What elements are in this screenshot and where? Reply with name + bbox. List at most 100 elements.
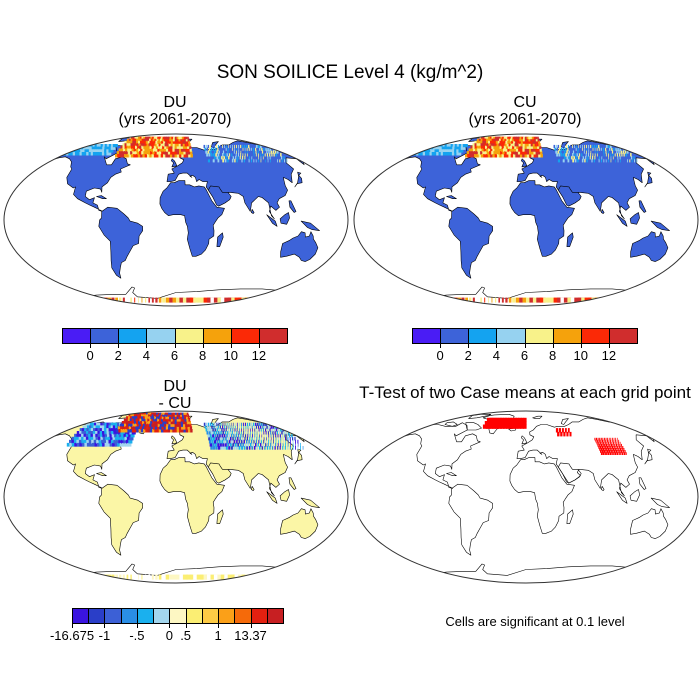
map-cell bbox=[213, 144, 215, 149]
map-cell bbox=[253, 150, 255, 154]
map-cell bbox=[230, 422, 232, 426]
map-cell bbox=[262, 574, 276, 580]
map-cell bbox=[534, 143, 537, 147]
map-cell bbox=[86, 442, 92, 447]
map-cell bbox=[590, 150, 592, 154]
map-cell bbox=[118, 433, 124, 438]
map-cell bbox=[176, 145, 180, 149]
colorbar-cu-tick bbox=[552, 344, 554, 348]
map-cell bbox=[484, 297, 486, 303]
map-cell bbox=[533, 136, 536, 140]
map-cell bbox=[609, 448, 611, 451]
map-cell bbox=[627, 153, 630, 157]
map-cell bbox=[167, 138, 171, 142]
map-cell bbox=[255, 150, 257, 154]
map-cell bbox=[127, 151, 132, 155]
map-cell bbox=[251, 574, 264, 580]
map-cell bbox=[610, 153, 612, 157]
map-cell bbox=[272, 574, 287, 580]
map-cell bbox=[225, 446, 228, 450]
map-cell bbox=[497, 151, 502, 155]
map-cell bbox=[241, 439, 243, 444]
map-cell bbox=[490, 421, 496, 425]
map-cell bbox=[222, 422, 224, 426]
map-cell bbox=[167, 414, 171, 417]
colorbar-cu-label: 2 bbox=[464, 348, 472, 363]
map-cell bbox=[169, 412, 173, 415]
map-cell bbox=[151, 574, 154, 580]
map-cell bbox=[182, 574, 188, 580]
map-cell bbox=[187, 423, 190, 427]
map-cell bbox=[280, 436, 282, 441]
map-cell bbox=[520, 148, 524, 152]
map-cell bbox=[239, 155, 241, 160]
map-cell bbox=[245, 431, 247, 435]
map-cell bbox=[246, 439, 248, 444]
colorbar-cu-label: 10 bbox=[573, 348, 588, 363]
map-cell bbox=[106, 152, 112, 156]
map-cell bbox=[563, 153, 565, 157]
map-cell bbox=[479, 148, 484, 152]
map-cell bbox=[238, 150, 240, 154]
map-cell bbox=[577, 150, 579, 154]
map-cell bbox=[284, 158, 286, 163]
map-cell bbox=[598, 446, 600, 449]
land-philippines bbox=[288, 200, 297, 213]
map-cell bbox=[522, 140, 526, 144]
map-cell bbox=[557, 155, 560, 160]
map-cell bbox=[101, 439, 106, 444]
colorbar-du-tick bbox=[146, 344, 148, 348]
map-cell bbox=[209, 442, 212, 447]
map-cell bbox=[169, 414, 173, 417]
map-cell bbox=[600, 147, 602, 151]
map-cell bbox=[161, 151, 165, 155]
land-philippines bbox=[288, 477, 297, 490]
map-border bbox=[3, 410, 349, 584]
map-cell bbox=[559, 144, 561, 149]
map-cell bbox=[600, 443, 603, 447]
colorbar-cu: 0 2 4 6 8 10 12 bbox=[412, 328, 638, 364]
colorbar-diff: -16.675 -1 -.5 0.5 1 13.37 bbox=[50, 608, 284, 644]
map-cell bbox=[215, 147, 217, 151]
colorbar-du-tick bbox=[90, 344, 92, 348]
colorbar-diff-tick bbox=[185, 624, 187, 628]
map-cell bbox=[163, 412, 166, 415]
map-cell bbox=[613, 439, 615, 443]
map-cell bbox=[178, 426, 182, 430]
map-cell bbox=[606, 439, 608, 443]
map-cell bbox=[165, 297, 169, 303]
map-cell bbox=[122, 442, 127, 447]
map-cell bbox=[159, 426, 163, 430]
map-cell bbox=[170, 426, 174, 430]
map-cell bbox=[515, 154, 519, 158]
map-cell bbox=[243, 425, 245, 429]
map-cell bbox=[246, 147, 248, 151]
map-cell bbox=[255, 144, 258, 149]
map-cell bbox=[516, 136, 519, 140]
map-cell bbox=[247, 153, 248, 157]
map-cell bbox=[148, 426, 152, 430]
map-cell bbox=[279, 158, 281, 163]
map-cell bbox=[250, 431, 251, 435]
map-cell bbox=[172, 421, 176, 425]
map-cell bbox=[280, 153, 282, 157]
map-cell bbox=[268, 150, 270, 154]
map-cell bbox=[155, 140, 159, 144]
map-cell bbox=[240, 144, 242, 149]
map-cell bbox=[278, 428, 280, 432]
map-cell bbox=[240, 422, 242, 426]
map-cell bbox=[520, 424, 524, 429]
map-cell bbox=[268, 425, 270, 429]
map-cell bbox=[163, 140, 167, 144]
map-cell bbox=[237, 433, 240, 438]
land-arabia bbox=[558, 462, 582, 484]
map-cell bbox=[494, 154, 499, 158]
map-cell bbox=[220, 431, 222, 435]
colorbar-du-swatch bbox=[146, 328, 176, 344]
map-cell bbox=[564, 155, 566, 160]
map-cell bbox=[614, 450, 616, 453]
map-cell bbox=[598, 158, 600, 163]
map-cell bbox=[174, 426, 178, 430]
map-cell bbox=[254, 144, 256, 149]
map-cell bbox=[254, 431, 256, 435]
